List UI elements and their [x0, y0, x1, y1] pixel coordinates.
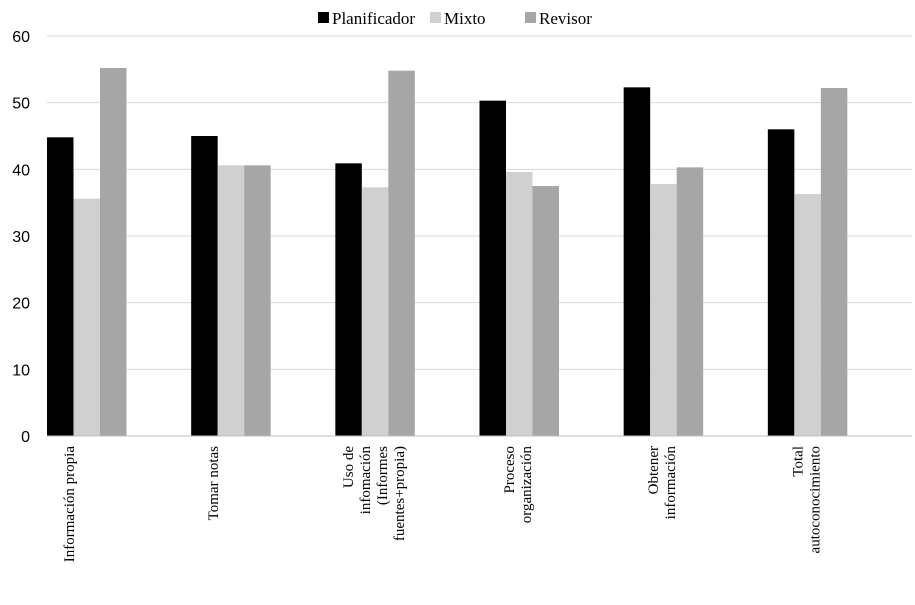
x-tick-label-line: Obtener [646, 446, 662, 494]
x-tick-label: Tomar notas [206, 446, 222, 521]
x-tick-label-line: información [663, 446, 679, 520]
bar-mixto [650, 184, 677, 436]
legend-label: Revisor [539, 9, 592, 28]
bar-mixto [506, 172, 533, 436]
legend-item-revisor: Revisor [525, 9, 592, 28]
x-tick-label: Uso de infomación (Informes fuentes+propia) [341, 446, 408, 542]
y-tick-label: 40 [12, 162, 30, 179]
bars [47, 68, 848, 437]
bar-planificador [47, 137, 74, 437]
x-tick-label-line: Uso de [341, 446, 357, 488]
bar-mixto [361, 187, 389, 436]
bar-revisor [100, 68, 127, 436]
x-tick-label-line: autoconocimiento [807, 446, 823, 553]
bar-revisor [820, 88, 848, 436]
y-tick-label: 10 [12, 362, 30, 379]
x-tick-label-line: fuentes+propia) [392, 446, 408, 541]
bar-revisor [676, 167, 704, 437]
x-tick-label: Obtener información [646, 446, 679, 520]
x-tick-label-line: Tomar notas [206, 446, 222, 521]
bar-revisor [244, 165, 271, 437]
y-tick-label: 20 [12, 296, 30, 313]
bar-mixto [73, 198, 100, 436]
legend-label: Planificador [332, 9, 415, 28]
y-tick-labels: 0 10 20 30 40 50 60 [12, 29, 30, 446]
bar-revisor [532, 186, 559, 436]
y-tick-label: 60 [12, 29, 30, 46]
bar-planificador [623, 87, 651, 436]
bar-revisor [388, 70, 415, 437]
x-tick-label-line: Información propia [62, 446, 78, 563]
x-tick-labels: Información propia Tomar notas Uso de infom… [62, 446, 823, 563]
x-tick-label: Total autoconocimiento [790, 446, 823, 553]
y-tick-label: 30 [12, 229, 30, 246]
bar-planificador [191, 136, 218, 436]
x-tick-label-line: Total [790, 446, 806, 477]
bar-planificador [335, 163, 362, 437]
x-tick-label-line: organización [519, 446, 535, 524]
legend-swatch [318, 12, 329, 23]
x-tick-label-line: infomación [358, 446, 374, 515]
bar-mixto [217, 165, 245, 437]
legend-item-mixto: Mixto [430, 9, 486, 28]
legend-swatch [430, 12, 441, 23]
y-tick-label: 50 [12, 96, 30, 113]
x-tick-label: Información propia [62, 446, 78, 563]
legend-label: Mixto [444, 9, 486, 28]
bar-mixto [794, 194, 821, 436]
x-tick-label-line: Proceso [502, 446, 518, 494]
x-tick-label-line: (Informes [375, 446, 391, 505]
x-tick-label: Proceso organización [502, 446, 535, 524]
bar-planificador [767, 129, 795, 437]
y-tick-label: 0 [21, 429, 30, 446]
legend: Planificador Mixto Revisor [318, 9, 592, 28]
legend-swatch [525, 12, 536, 23]
legend-item-planificador: Planificador [318, 9, 415, 28]
bar-planificador [479, 100, 506, 437]
